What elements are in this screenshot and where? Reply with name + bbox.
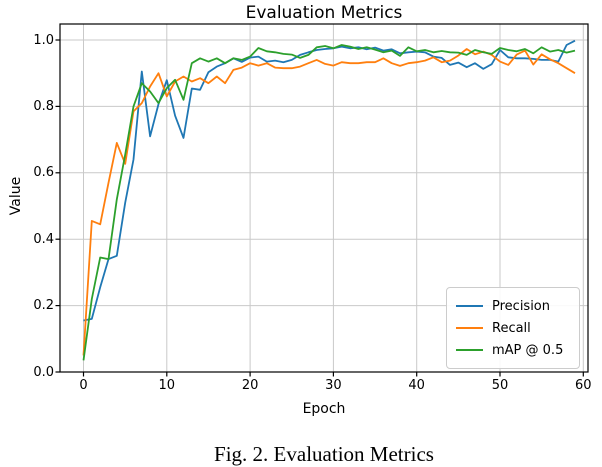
y-tick-label: 0.8 [33,98,54,114]
x-tick-label: 60 [575,378,592,393]
legend-label-recall: Recall [492,320,531,336]
y-tick-label: 0.2 [33,298,54,314]
y-tick-label: 0.0 [33,364,54,380]
evaluation-metrics-figure: Evaluation Metrics 0 10 20 30 40 50 60 0.0 0.2 0.… [8,3,592,466]
plot-frame [59,23,589,373]
legend-item-precision: Precision [456,295,570,317]
series-line-recall [82,48,576,356]
y-tick-label: 0.4 [33,231,54,247]
legend-label-precision: Precision [492,298,551,314]
x-tick-label: 20 [241,378,259,393]
y-axis-label: Value [8,176,24,216]
x-tick-label: 30 [325,378,342,393]
x-tick-label: 40 [408,378,425,393]
x-tick-label: 10 [158,378,176,393]
x-tick-label: 0 [79,378,88,393]
x-axis-label: Epoch [302,401,346,417]
y-tick-label: 1.0 [33,32,54,48]
series-line-precision [83,39,576,322]
recall-line-swatch [456,326,483,330]
chart-title: Evaluation Metrics [245,3,403,23]
y-tick-label: 0.6 [33,165,54,181]
series-line-map-0-5 [82,44,576,361]
legend: Precision Recall mAP @ 0.5 [446,287,580,369]
figure-caption: Fig. 2. Evaluation Metrics [214,442,434,466]
legend-item-map50: mAP @ 0.5 [456,339,570,361]
map50-line-swatch [456,348,483,352]
legend-item-recall: Recall [456,317,570,339]
precision-line-swatch [456,304,483,308]
legend-label-map50: mAP @ 0.5 [492,342,564,358]
plot-area [55,23,589,377]
x-tick-label: 50 [491,378,509,393]
